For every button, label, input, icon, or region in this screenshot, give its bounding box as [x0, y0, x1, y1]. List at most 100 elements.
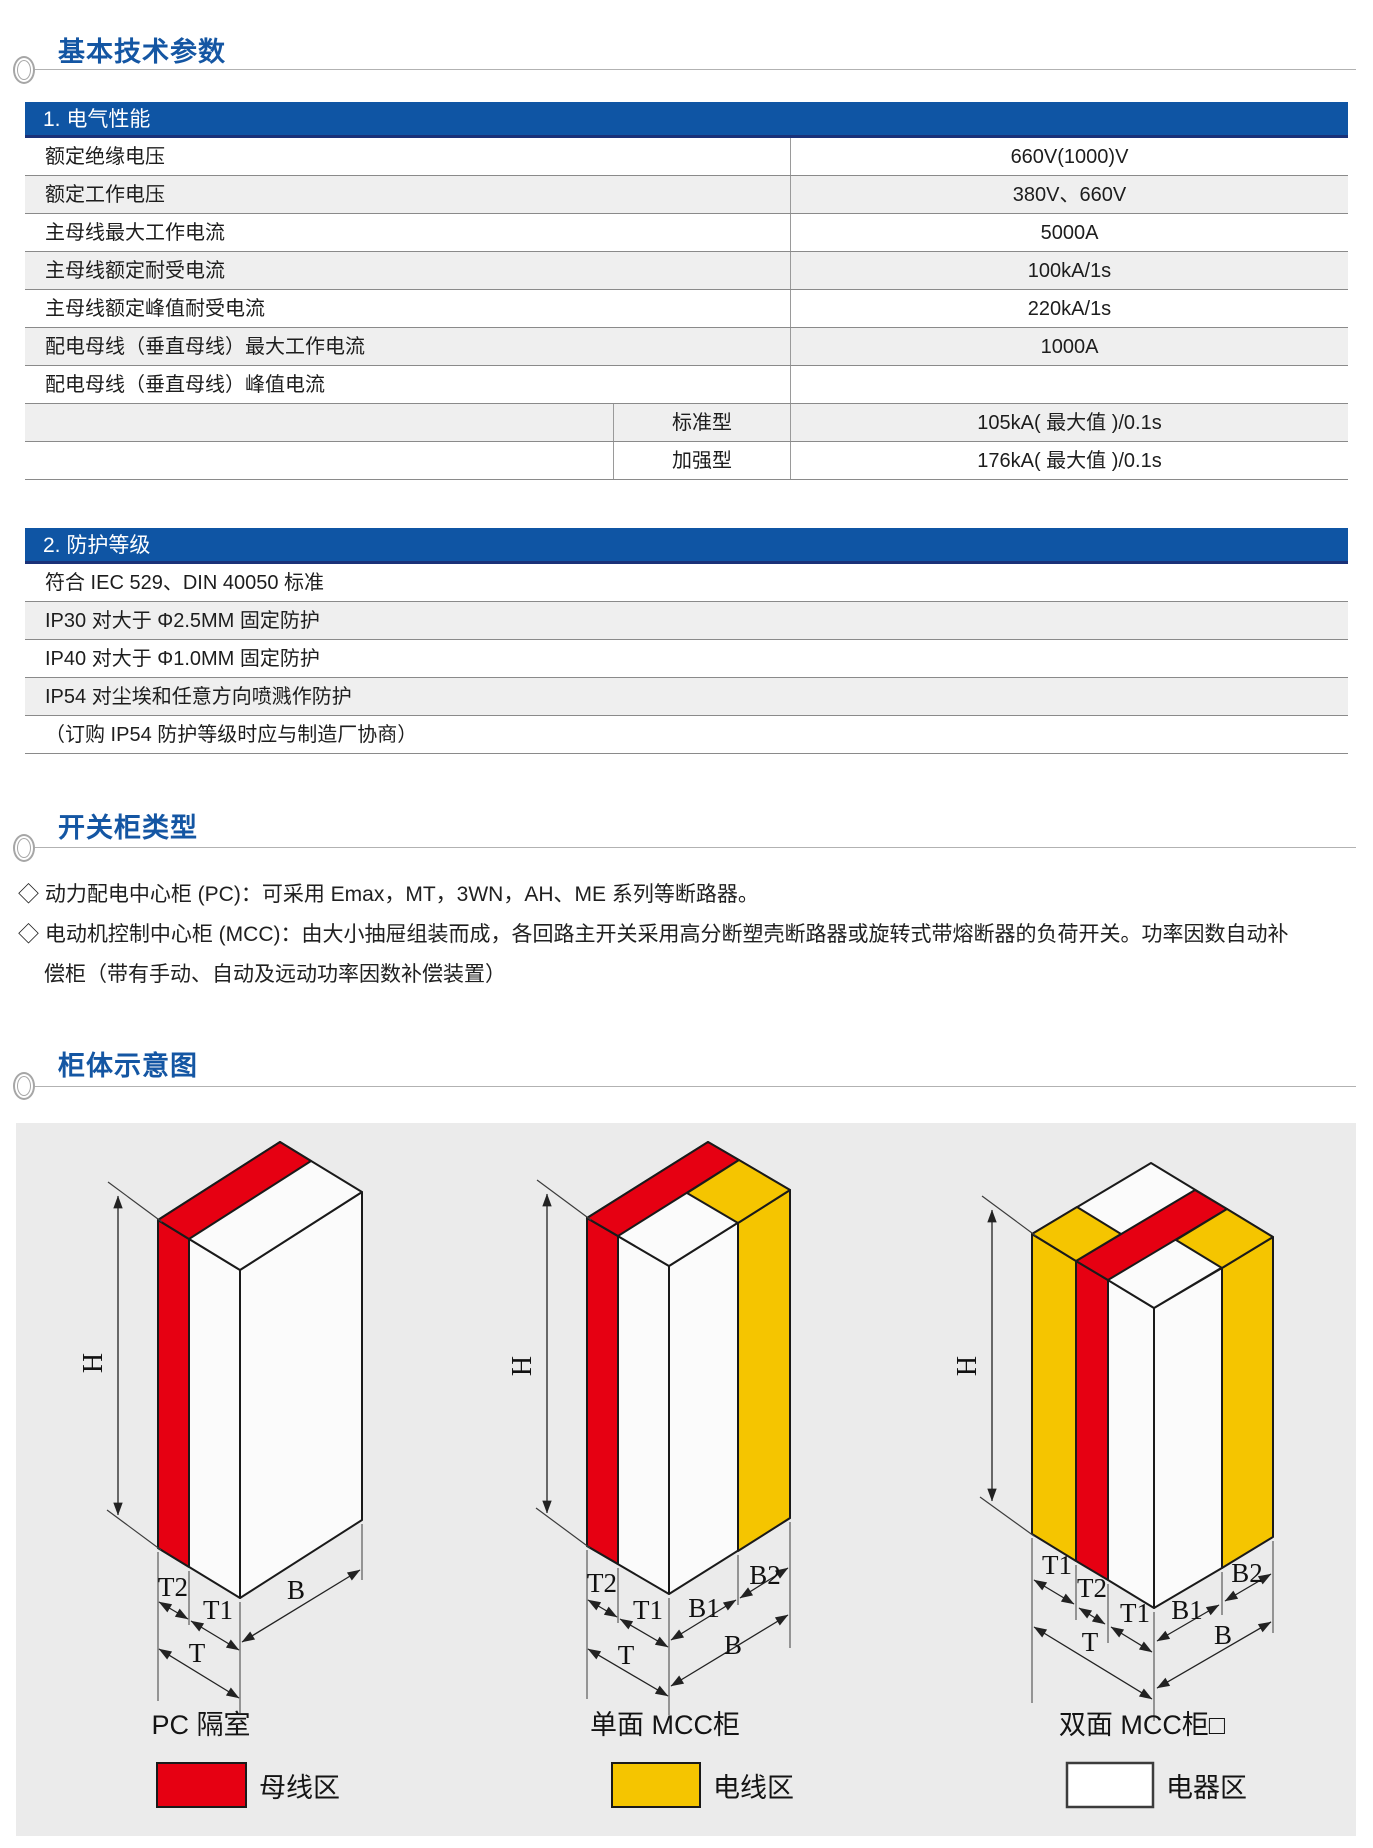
pc-dim-b [241, 1569, 361, 1643]
legend-swatch-busbar [156, 1762, 247, 1808]
mcc1-busbar-band-left [586, 1217, 619, 1565]
mcc2-dim-t1-front [1110, 1626, 1153, 1653]
row-value: 105kA( 最大值 )/0.1s [790, 404, 1348, 441]
mcc2-dim-b [1156, 1621, 1272, 1689]
section-ring-icon [13, 834, 35, 862]
table-row: 配电母线（垂直母线）峰值电流 [25, 366, 1348, 404]
variant-type: 加强型 [613, 442, 790, 479]
pc-caption: PC 隔室 [151, 1710, 250, 1740]
section-title-switchgear-types: 开关柜类型 [58, 813, 198, 843]
mcc2-label-t: T [1082, 1627, 1099, 1657]
bullet-mcc-cabinet-cont: 偿柜（带有手动、自动及远动功率因数补偿装置） [44, 963, 506, 986]
pc-dim-t [158, 1648, 240, 1699]
row-label-empty [25, 404, 613, 441]
section-divider-line [30, 847, 1356, 848]
pc-label-t: T [189, 1638, 206, 1668]
section-title-cabinet-schematic: 柜体示意图 [58, 1051, 198, 1081]
pc-dim-t1 [190, 1620, 240, 1651]
table-row-variant: 标准型 105kA( 最大值 )/0.1s [25, 404, 1348, 442]
row-value: 380V、660V [790, 176, 1348, 213]
table-header: 2. 防护等级 [25, 528, 1348, 564]
pc-busbar-band-left [157, 1219, 190, 1568]
protection-level-table: 2. 防护等级 符合 IEC 529、DIN 40050 标准 IP30 对大于… [25, 528, 1348, 754]
mcc2-label-b1: B1 [1171, 1595, 1203, 1625]
mcc2-ext-top [981, 1195, 1037, 1237]
table-row: 配电母线（垂直母线）最大工作电流 1000A [25, 328, 1348, 366]
section-divider-line [30, 1086, 1356, 1087]
mcc1-label-t2: T2 [587, 1568, 617, 1598]
pc-label-t2: T2 [158, 1572, 188, 1602]
mcc2-label-t1-front: T1 [1120, 1598, 1150, 1628]
table-row: （订购 IP54 防护等级时应与制造厂协商） [25, 716, 1348, 754]
row-value: 100kA/1s [790, 252, 1348, 289]
legend-label-busbar: 母线区 [259, 1773, 340, 1803]
mcc1-label-h: H [507, 1356, 538, 1376]
electrical-performance-table: 1. 电气性能 额定绝缘电压 660V(1000)V 额定工作电压 380V、6… [25, 102, 1348, 480]
table-row: 额定工作电压 380V、660V [25, 176, 1348, 214]
mcc1-label-b2: B2 [749, 1560, 781, 1590]
section-title-basic-params: 基本技术参数 [58, 37, 226, 67]
row-value: 660V(1000)V [790, 138, 1348, 175]
row-label-empty [25, 442, 613, 479]
row-value: 176kA( 最大值 )/0.1s [790, 442, 1348, 479]
mcc2-dim-t2 [1078, 1607, 1106, 1625]
mcc2-wire-band-top-left [1031, 1206, 1122, 1262]
mcc1-caption: 单面 MCC柜 [590, 1710, 740, 1740]
cabinet-mcc-single: H T2 T1 T B1 B2 B 单面 MCC柜 [507, 1141, 791, 1740]
mcc2-label-t2: T2 [1077, 1573, 1107, 1603]
table-row: 额定绝缘电压 660V(1000)V [25, 138, 1348, 176]
table-row: IP54 对尘埃和任意方向喷溅作防护 [25, 678, 1348, 716]
row-label: 配电母线（垂直母线）峰值电流 [45, 374, 325, 396]
cabinet-mcc-double: H T1 T2 T1 T B1 B2 B 双面 MCC柜□ [952, 1162, 1274, 1740]
table-row: 符合 IEC 529、DIN 40050 标准 [25, 564, 1348, 602]
pc-dim-t2 [158, 1601, 189, 1620]
pc-busbar-band-top [157, 1141, 312, 1240]
table-header: 1. 电气性能 [25, 102, 1348, 138]
diagram-legend: 母线区 电线区 电器区 [156, 1761, 1247, 1809]
mcc1-wire-band-top [686, 1159, 791, 1224]
pc-ext-bottom [106, 1509, 162, 1551]
mcc2-label-b2: B2 [1231, 1558, 1263, 1588]
pc-label-b: B [287, 1575, 305, 1605]
mcc1-dim-t1 [619, 1618, 669, 1648]
table-row: IP40 对大于 Φ1.0MM 固定防护 [25, 640, 1348, 678]
pc-ext-top [107, 1181, 163, 1223]
mcc1-label-b1: B1 [688, 1593, 720, 1623]
mcc2-label-t1-back: T1 [1042, 1550, 1072, 1580]
mcc1-wire-band-right [737, 1189, 791, 1552]
row-value: 5000A [790, 214, 1348, 251]
mcc2-dim-b2 [1224, 1573, 1272, 1602]
cabinet-pc: H T2 T1 T B PC 隔室 [78, 1141, 363, 1740]
row-label: 额定工作电压 [45, 184, 165, 206]
pc-label-h: H [78, 1353, 109, 1373]
pc-label-t1: T1 [203, 1595, 233, 1625]
mcc2-left-face [1107, 1279, 1155, 1609]
cabinet-schematic-panel: H T2 T1 T B PC 隔室 H [16, 1123, 1356, 1836]
row-value: 220kA/1s [790, 290, 1348, 327]
table-row: 主母线最大工作电流 5000A [25, 214, 1348, 252]
mcc2-caption: 双面 MCC柜□ [1059, 1710, 1226, 1740]
mcc1-dim-t [587, 1648, 669, 1697]
row-label: 主母线额定峰值耐受电流 [45, 298, 265, 320]
mcc1-ext-top [536, 1179, 592, 1221]
mcc2-label-b: B [1214, 1620, 1232, 1650]
mcc1-dim-t2 [587, 1599, 618, 1618]
mcc2-wire-band-top-right [1175, 1208, 1274, 1269]
table-row: 主母线额定耐受电流 100kA/1s [25, 252, 1348, 290]
mcc2-dim-t1-back [1033, 1579, 1075, 1605]
bullet-mcc-cabinet: ◇ 电动机控制中心柜 (MCC)：由大小抽屉组装而成，各回路主开关采用高分断塑壳… [18, 923, 1289, 946]
table-row: 主母线额定峰值耐受电流 220kA/1s [25, 290, 1348, 328]
row-label: 配电母线（垂直母线）最大工作电流 [45, 336, 365, 358]
mcc1-dim-b2 [739, 1567, 789, 1599]
mcc2-dim-t [1033, 1626, 1153, 1700]
legend-swatch-wire [611, 1762, 701, 1808]
row-label: 额定绝缘电压 [45, 146, 165, 168]
row-label: 主母线额定耐受电流 [45, 260, 225, 282]
row-value: 1000A [790, 328, 1348, 365]
legend-label-apparatus: 电器区 [1166, 1773, 1247, 1803]
variant-type: 标准型 [613, 404, 790, 441]
table-row-variant: 加强型 176kA( 最大值 )/0.1s [25, 442, 1348, 480]
mcc1-busbar-band-top [586, 1141, 740, 1237]
mcc1-ext-bottom [535, 1507, 591, 1549]
mcc1-label-t: T [618, 1640, 635, 1670]
